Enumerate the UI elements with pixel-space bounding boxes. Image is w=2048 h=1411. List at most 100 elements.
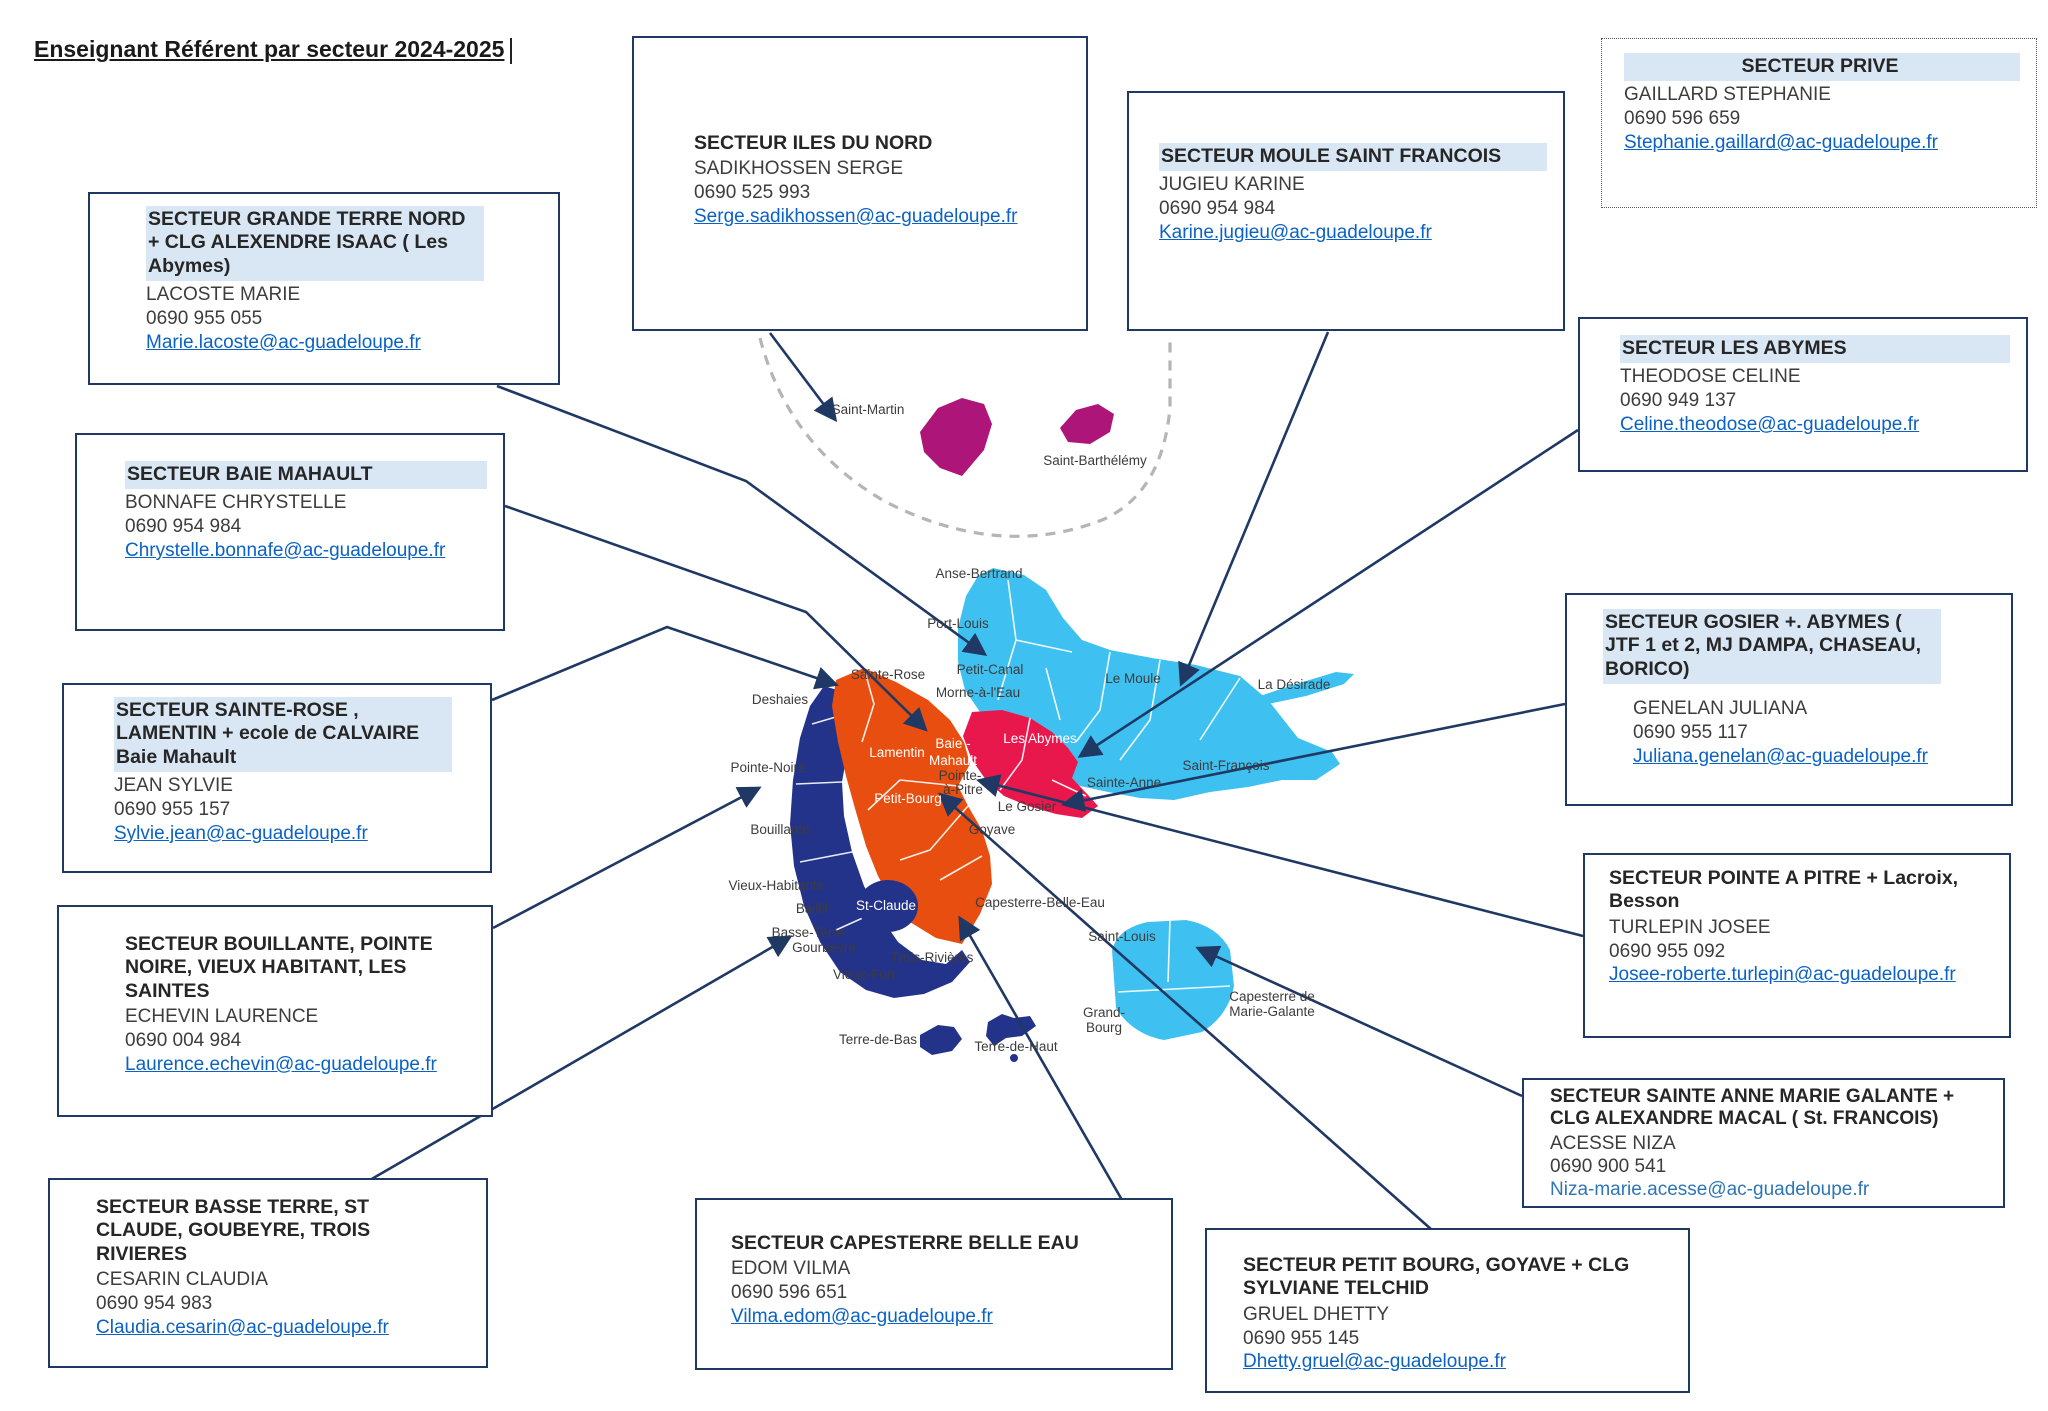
map-label: Gourbeyre (792, 940, 856, 955)
teacher-name: BONNAFE CHRYSTELLE (125, 492, 347, 514)
sector-title: SECTEUR BASSE TERRE, ST CLAUDE, GOUBEYRE… (96, 1196, 371, 1265)
connector-baie-mahault (504, 504, 928, 732)
email-link[interactable]: Stephanie.gaillard@ac-guadeloupe.fr (1624, 131, 1939, 153)
map-region-islet (1010, 1054, 1018, 1062)
email-link[interactable]: Marie.lacoste@ac-guadeloupe.fr (146, 331, 421, 353)
map-label: Mahault (929, 753, 977, 768)
teacher-name: THEODOSE CELINE (1620, 366, 1801, 388)
map-label: Trois-Rivières (891, 950, 974, 965)
sector-box-moule-saint-francois: SECTEUR MOULE SAINT FRANCOIS JUGIEU KARI… (1127, 91, 1565, 331)
sector-box-iles-du-nord: SECTEUR ILES DU NORD SADIKHOSSEN SERGE 0… (632, 36, 1088, 331)
sector-title: SECTEUR LES ABYMES (1620, 335, 2010, 364)
sector-box-petit-bourg-goyave: SECTEUR PETIT BOURG, GOYAVE + CLG SYLVIA… (1205, 1228, 1690, 1393)
sector-title: SECTEUR PRIVE (1624, 53, 2020, 82)
connector-gosier (1060, 702, 1566, 812)
phone-number: 0690 525 993 (694, 182, 811, 204)
map-label: Pointe- (939, 768, 982, 783)
map-label: La Désirade (1258, 677, 1331, 692)
phone-number: 0690 954 983 (96, 1292, 213, 1314)
page-title: Enseignant Référent par secteur 2024-202… (34, 36, 513, 64)
commune-borders (795, 713, 877, 931)
sector-title: SECTEUR BAIE MAHAULT (125, 461, 487, 490)
email-link[interactable]: Claudia.cesarin@ac-guadeloupe.fr (96, 1316, 389, 1338)
email-link[interactable]: Celine.theodose@ac-guadeloupe.fr (1620, 413, 1920, 435)
phone-number: 0690 955 055 (146, 307, 263, 329)
email-link[interactable]: Chrystelle.bonnafe@ac-guadeloupe.fr (125, 539, 446, 561)
map-label: Saint-François (1182, 758, 1269, 773)
phone-number: 0690 596 651 (731, 1282, 848, 1304)
sector-title: SECTEUR CAPESTERRE BELLE EAU (731, 1232, 1079, 1254)
map-region-saint-barthelemy (1060, 404, 1114, 444)
map-label: Saint-Martin (832, 402, 905, 417)
phone-number: 0690 004 984 (125, 1029, 242, 1051)
connector-grande-terre-nord (496, 384, 988, 657)
teacher-name: LACOSTE MARIE (146, 284, 301, 306)
email-link[interactable]: Dhetty.gruel@ac-guadeloupe.fr (1243, 1351, 1506, 1373)
connector-capesterre (958, 915, 1124, 1201)
teacher-name: GAILLARD STEPHANIE (1624, 84, 1831, 106)
teacher-name: JUGIEU KARINE (1159, 174, 1305, 196)
commune-borders (1117, 919, 1231, 993)
page-title-text: Enseignant Référent par secteur 2024-202… (34, 36, 505, 62)
teacher-name: GENELAN JULIANA (1633, 698, 1808, 720)
sector-title: SECTEUR PETIT BOURG, GOYAVE + CLG SYLVIA… (1243, 1254, 1630, 1300)
map-label: Capesterre-Belle-Eau (975, 895, 1105, 910)
email-link[interactable]: Serge.sadikhossen@ac-guadeloupe.fr (694, 205, 1018, 227)
teacher-name: SADIKHOSSEN SERGE (694, 158, 904, 180)
sector-box-les-abymes: SECTEUR LES ABYMES THEODOSE CELINE 0690 … (1578, 317, 2028, 472)
map-label: à-Pitre (943, 782, 983, 797)
map-region-terre-de-haut (986, 1014, 1036, 1046)
map-region-basse-terre-est (832, 668, 992, 944)
map-region-terre-de-bas (920, 1025, 962, 1055)
sector-box-prive: SECTEUR PRIVE GAILLARD STEPHANIE 0690 59… (1601, 38, 2037, 208)
sector-title: SECTEUR MOULE SAINT FRANCOIS (1159, 143, 1547, 172)
email-link[interactable]: Josee-roberte.turlepin@ac-guadeloupe.fr (1609, 964, 1956, 986)
map-label: Baie - (935, 736, 970, 751)
phone-number: 0690 955 117 (1633, 721, 1748, 743)
map-label: Pointe-Noire (730, 760, 805, 775)
map-label: Terre-de-Bas (839, 1032, 917, 1047)
sector-title: SECTEUR POINTE A PITRE + Lacroix, Besson (1609, 867, 1959, 913)
commune-borders (861, 667, 983, 881)
phone-number: 0690 954 984 (125, 516, 242, 538)
email-link[interactable]: Karine.jugieu@ac-guadeloupe.fr (1159, 221, 1432, 243)
teacher-name: EDOM VILMA (731, 1258, 851, 1280)
phone-number: 0690 596 659 (1624, 108, 1741, 130)
sector-title: SECTEUR SAINTE-ROSE , LAMENTIN + ecole d… (114, 697, 452, 773)
map-label: Deshaies (752, 692, 809, 707)
connector-sainte-rose (491, 625, 839, 702)
map-label: Morne-à-l'Eau (936, 685, 1020, 700)
connector-basse-terre (369, 935, 793, 1182)
email-link[interactable]: Vilma.edom@ac-guadeloupe.fr (731, 1305, 993, 1327)
sector-box-bouillante: SECTEUR BOUILLANTE, POINTE NOIRE, VIEUX … (57, 905, 493, 1117)
phone-number: 0690 955 092 (1609, 940, 1726, 962)
map-label: Petit-Canal (957, 662, 1024, 677)
map-region-basse-terre-ouest (790, 686, 970, 998)
map-label: Baillif (796, 901, 829, 916)
map-label: Vieux-Habitants (728, 878, 823, 893)
email-link[interactable]: Laurence.echevin@ac-guadeloupe.fr (125, 1053, 437, 1075)
map-region-saint-martin (920, 398, 992, 476)
email-link[interactable]: Juliana.genelan@ac-guadeloupe.fr (1633, 745, 1929, 767)
map-label: Grand- (1083, 1005, 1125, 1020)
map-label: Port-Louis (927, 616, 989, 631)
map-label: Capesterre de (1229, 989, 1315, 1004)
email-link[interactable]: Niza-marie.acesse@ac-guadeloupe.fr (1550, 1179, 1870, 1201)
connector-iles-du-nord (768, 332, 838, 423)
map-label: St-Claude (856, 898, 916, 913)
map-label: Saint-Louis (1088, 929, 1156, 944)
map-label: Lamentin (869, 745, 925, 760)
commune-borders (997, 579, 1241, 761)
sector-title: SECTEUR BOUILLANTE, POINTE NOIRE, VIEUX … (125, 933, 433, 1002)
email-link[interactable]: Sylvie.jean@ac-guadeloupe.fr (114, 822, 368, 844)
phone-number: 0690 954 984 (1159, 198, 1276, 220)
phone-number: 0690 900 541 (1550, 1156, 1667, 1178)
map-label: Saint-Barthélémy (1043, 453, 1147, 468)
text-cursor (510, 37, 513, 64)
sector-box-baie-mahault: SECTEUR BAIE MAHAULT BONNAFE CHRYSTELLE … (75, 433, 505, 631)
sector-box-basse-terre: SECTEUR BASSE TERRE, ST CLAUDE, GOUBEYRE… (48, 1178, 488, 1368)
connector-bouillante (492, 786, 762, 930)
map-label: Terre-de-Haut (974, 1039, 1058, 1054)
